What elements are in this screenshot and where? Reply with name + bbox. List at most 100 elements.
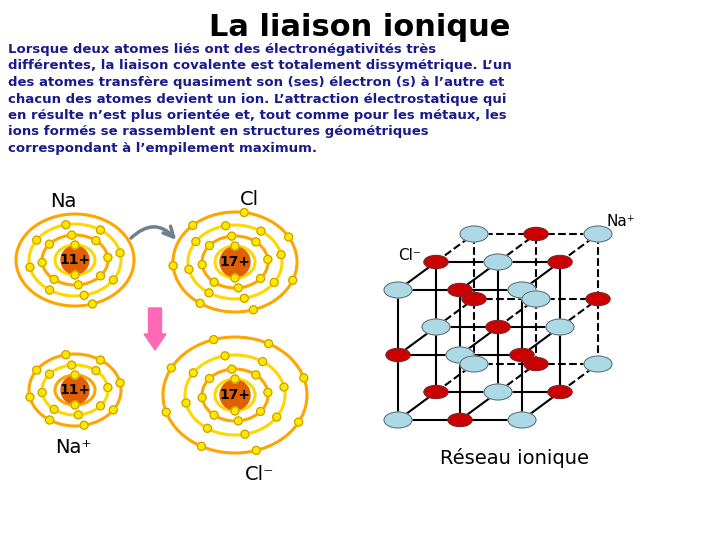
Circle shape — [62, 221, 70, 229]
Circle shape — [258, 357, 266, 366]
Ellipse shape — [446, 347, 474, 363]
Ellipse shape — [522, 291, 550, 307]
Circle shape — [89, 300, 96, 308]
Circle shape — [205, 241, 213, 249]
Circle shape — [169, 262, 177, 270]
Circle shape — [68, 231, 76, 239]
Ellipse shape — [460, 356, 488, 372]
Text: Na: Na — [50, 192, 76, 211]
Circle shape — [109, 406, 117, 414]
Circle shape — [228, 365, 235, 373]
Circle shape — [221, 352, 229, 360]
Circle shape — [61, 376, 89, 404]
Ellipse shape — [484, 254, 512, 270]
Circle shape — [240, 208, 248, 217]
Circle shape — [280, 383, 288, 391]
Ellipse shape — [462, 293, 486, 306]
Text: 17+: 17+ — [220, 255, 251, 269]
Circle shape — [50, 406, 58, 413]
FancyArrowPatch shape — [131, 226, 174, 238]
Circle shape — [231, 375, 239, 383]
Circle shape — [277, 251, 285, 259]
Circle shape — [74, 281, 82, 289]
Circle shape — [197, 442, 205, 450]
Text: Cl: Cl — [240, 190, 259, 209]
Ellipse shape — [448, 284, 472, 296]
Circle shape — [96, 402, 104, 410]
Circle shape — [240, 294, 248, 302]
Ellipse shape — [524, 227, 548, 240]
Text: La liaison ionique: La liaison ionique — [210, 13, 510, 42]
Text: Réseau ionique: Réseau ionique — [441, 448, 590, 468]
Circle shape — [26, 393, 34, 401]
Circle shape — [45, 416, 53, 424]
Text: 17+: 17+ — [220, 388, 251, 402]
Ellipse shape — [384, 412, 412, 428]
Circle shape — [96, 356, 104, 364]
Ellipse shape — [510, 348, 534, 361]
Circle shape — [231, 274, 239, 282]
Circle shape — [234, 284, 243, 292]
Circle shape — [189, 369, 197, 377]
Text: 11+: 11+ — [60, 253, 91, 267]
Circle shape — [71, 401, 79, 409]
Ellipse shape — [546, 319, 574, 335]
Circle shape — [71, 241, 79, 249]
Ellipse shape — [548, 386, 572, 399]
Circle shape — [220, 247, 250, 277]
Ellipse shape — [486, 321, 510, 334]
Circle shape — [289, 276, 297, 284]
Circle shape — [264, 388, 272, 396]
Circle shape — [80, 291, 88, 299]
Circle shape — [231, 407, 239, 415]
Ellipse shape — [386, 348, 410, 361]
Circle shape — [231, 242, 239, 250]
Circle shape — [196, 299, 204, 307]
Text: Lorsque deux atomes liés ont des électronégativités très
différentes, la liaison: Lorsque deux atomes liés ont des électro… — [8, 43, 512, 155]
Circle shape — [74, 411, 82, 419]
Circle shape — [45, 286, 53, 294]
Ellipse shape — [584, 356, 612, 372]
Circle shape — [220, 380, 250, 410]
Circle shape — [167, 364, 175, 372]
Circle shape — [38, 259, 46, 267]
Circle shape — [205, 375, 213, 382]
Circle shape — [249, 306, 257, 314]
Circle shape — [116, 249, 124, 257]
Circle shape — [71, 371, 79, 379]
Circle shape — [264, 340, 273, 348]
Circle shape — [189, 221, 197, 229]
Circle shape — [45, 370, 53, 378]
Circle shape — [210, 278, 218, 286]
Circle shape — [38, 388, 46, 396]
Circle shape — [252, 371, 260, 379]
Circle shape — [205, 289, 213, 297]
Ellipse shape — [424, 386, 448, 399]
Ellipse shape — [448, 414, 472, 427]
Circle shape — [96, 226, 104, 234]
Circle shape — [257, 227, 265, 235]
Text: 11+: 11+ — [60, 383, 91, 397]
Circle shape — [62, 350, 70, 359]
Circle shape — [252, 238, 260, 246]
Ellipse shape — [384, 282, 412, 298]
Ellipse shape — [484, 384, 512, 400]
Circle shape — [80, 421, 88, 429]
Circle shape — [92, 367, 100, 375]
Ellipse shape — [422, 319, 450, 335]
Circle shape — [300, 374, 307, 382]
Circle shape — [68, 361, 76, 369]
Circle shape — [104, 253, 112, 261]
Circle shape — [45, 240, 53, 248]
Circle shape — [264, 255, 272, 264]
Text: Na⁺: Na⁺ — [606, 214, 635, 229]
Ellipse shape — [508, 412, 536, 428]
Circle shape — [210, 335, 217, 343]
FancyArrow shape — [144, 308, 166, 350]
Circle shape — [228, 232, 235, 240]
Circle shape — [116, 379, 124, 387]
Circle shape — [32, 236, 40, 244]
Ellipse shape — [586, 293, 610, 306]
Ellipse shape — [524, 357, 548, 370]
Circle shape — [256, 408, 264, 415]
